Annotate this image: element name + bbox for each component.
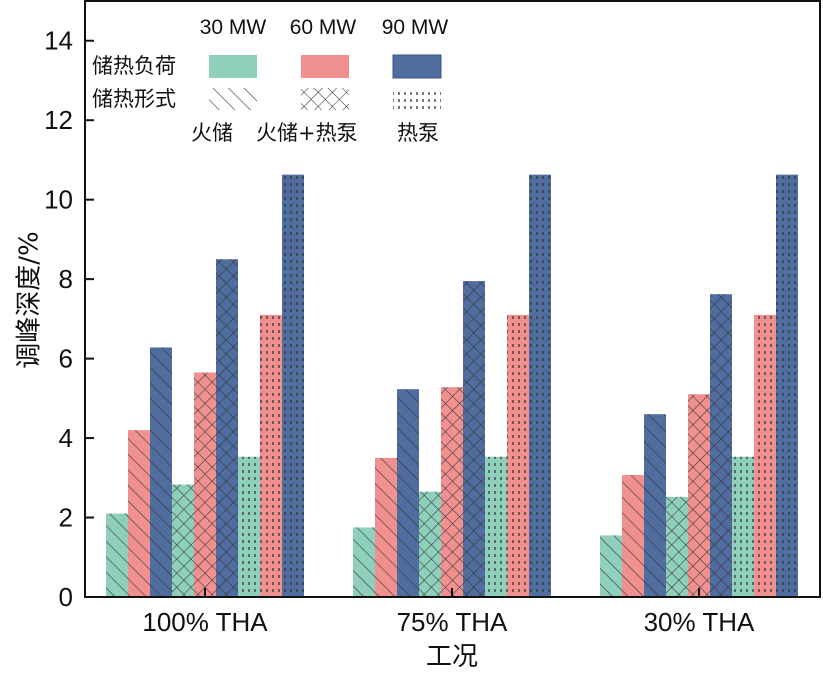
bar	[419, 491, 441, 597]
bar	[644, 414, 666, 597]
bar	[172, 484, 194, 597]
bar	[238, 456, 260, 597]
legend: 30 MW 60 MW 90 MW 储热负荷 储热形式 火储 火储+热泵 热泵	[92, 16, 448, 145]
bar	[776, 174, 798, 597]
bar	[463, 281, 485, 597]
y-axis: 0 2 4 6 8 10 12 14	[44, 26, 94, 612]
legend-swatch-60mw	[301, 55, 349, 78]
x-axis: 100% THA 75% THA 30% THA	[142, 588, 755, 637]
legend-form-2: 火储+热泵	[256, 121, 358, 145]
bar	[666, 496, 688, 597]
y-tick-label: 2	[59, 503, 73, 533]
legend-swatch-30mw	[209, 55, 257, 78]
bar	[353, 527, 375, 597]
bar	[150, 347, 172, 597]
legend-form-3: 热泵	[397, 121, 439, 145]
bar	[732, 456, 754, 597]
bar	[485, 456, 507, 597]
bar	[600, 535, 622, 597]
legend-load-60: 60 MW	[290, 16, 357, 39]
bar	[710, 294, 732, 597]
bars-layer	[106, 174, 798, 597]
y-tick-label: 6	[59, 344, 73, 374]
legend-load-row-label: 储热负荷	[92, 54, 176, 78]
bar	[375, 457, 397, 597]
bar	[754, 314, 776, 597]
y-tick-label: 10	[44, 185, 73, 215]
bar	[688, 394, 710, 597]
legend-pattern-dots	[393, 88, 441, 110]
legend-pattern-cross	[301, 88, 349, 110]
bar	[441, 387, 463, 597]
y-axis-title: 调峰深度/%	[15, 231, 45, 368]
bar	[282, 174, 304, 597]
y-tick-label: 8	[59, 264, 73, 294]
y-tick-label: 12	[44, 105, 73, 135]
y-tick-label: 14	[44, 26, 73, 56]
x-category-label: 100% THA	[142, 607, 268, 637]
x-axis-title: 工况	[426, 642, 478, 672]
bar	[397, 389, 419, 597]
bar	[529, 174, 551, 597]
bar	[216, 259, 238, 597]
legend-load-30: 30 MW	[200, 16, 267, 39]
x-category-label: 75% THA	[397, 607, 508, 637]
legend-form-row-label: 储热形式	[92, 87, 176, 111]
bar	[260, 314, 282, 597]
bar	[128, 430, 150, 597]
bar	[194, 372, 216, 597]
legend-load-90: 90 MW	[382, 16, 449, 39]
bar	[507, 314, 529, 597]
y-tick-label: 0	[59, 582, 73, 612]
x-category-label: 30% THA	[644, 607, 755, 637]
legend-pattern-diag	[209, 88, 257, 110]
bar	[622, 475, 644, 597]
bar	[106, 513, 128, 597]
legend-swatch-90mw	[393, 55, 441, 78]
y-tick-label: 4	[59, 423, 73, 453]
legend-form-1: 火储	[191, 121, 233, 145]
